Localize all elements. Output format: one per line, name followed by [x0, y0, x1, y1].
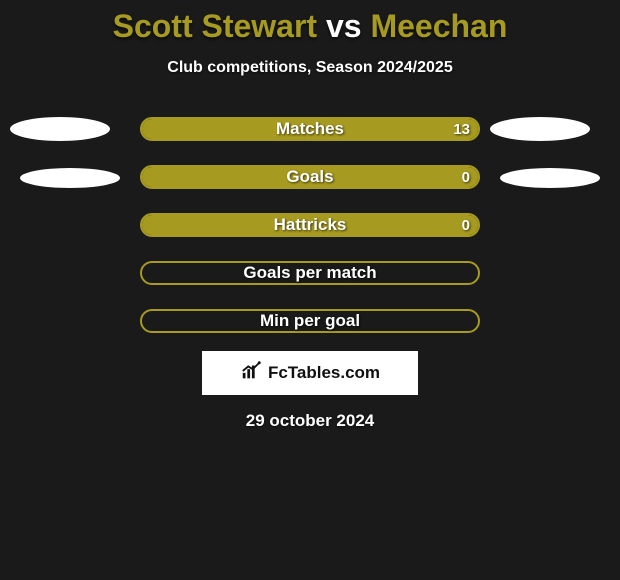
- brand-text: FcTables.com: [268, 363, 380, 383]
- stats-rows: Matches13 Goals0 Hattricks0 Goals per match…: [0, 117, 620, 333]
- bar-outline: [140, 165, 480, 189]
- title-vs: vs: [326, 8, 362, 44]
- ellipse-right: [500, 168, 600, 188]
- subtitle: Club competitions, Season 2024/2025: [0, 59, 620, 77]
- page-title: Scott Stewart vs Meechan: [0, 0, 620, 45]
- stat-row-gpm: Goals per match: [0, 261, 620, 285]
- stat-row-hattricks: Hattricks0: [0, 213, 620, 237]
- bar-fill: [142, 167, 478, 187]
- bar-outline: [140, 117, 480, 141]
- bar-fill: [142, 119, 478, 139]
- stat-row-mpg: Min per goal: [0, 309, 620, 333]
- ellipse-left: [20, 168, 120, 188]
- title-player2: Meechan: [370, 8, 507, 44]
- ellipse-left: [10, 117, 110, 141]
- bar-fill: [142, 215, 478, 235]
- stat-row-goals: Goals0: [0, 165, 620, 189]
- bar-outline: [140, 213, 480, 237]
- stat-row-matches: Matches13: [0, 117, 620, 141]
- brand-box: FcTables.com: [202, 351, 418, 395]
- ellipse-right: [490, 117, 590, 141]
- bar-outline: [140, 309, 480, 333]
- date-text: 29 october 2024: [0, 411, 620, 431]
- title-player1: Scott Stewart: [113, 8, 317, 44]
- bar-outline: [140, 261, 480, 285]
- brand-chart-icon: [240, 360, 262, 387]
